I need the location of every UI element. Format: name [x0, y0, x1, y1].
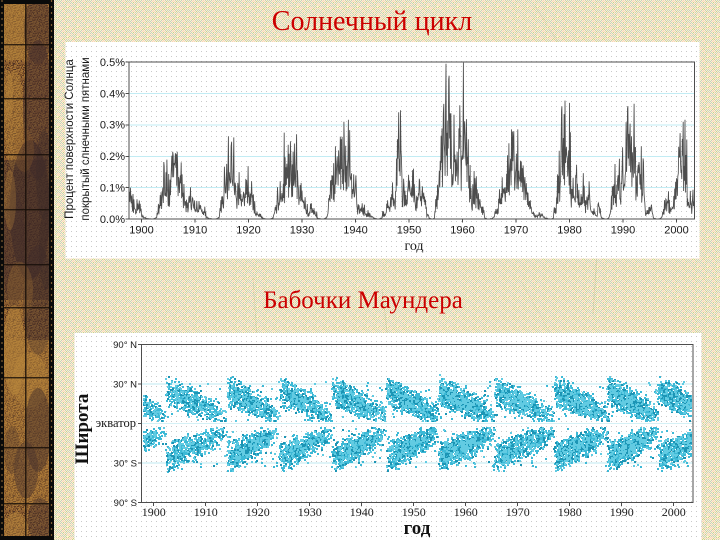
svg-text:1940: 1940: [350, 505, 374, 519]
svg-text:0.0%: 0.0%: [100, 214, 125, 226]
svg-text:0.3%: 0.3%: [100, 120, 125, 132]
svg-text:0.1%: 0.1%: [100, 182, 125, 194]
svg-text:1980: 1980: [558, 505, 582, 519]
svg-text:2000: 2000: [664, 225, 688, 237]
svg-text:1960: 1960: [450, 225, 474, 237]
svg-text:1990: 1990: [611, 225, 635, 237]
svg-text:покрытый слнечными пятнами: покрытый слнечными пятнами: [80, 57, 92, 220]
svg-text:1910: 1910: [183, 225, 207, 237]
svg-text:90° N: 90° N: [113, 340, 137, 351]
svg-text:0.5%: 0.5%: [100, 57, 125, 69]
svg-text:год: год: [404, 239, 423, 254]
svg-text:Бабочки Маундера: Бабочки Маундера: [263, 287, 463, 314]
svg-text:1970: 1970: [504, 225, 528, 237]
svg-text:1930: 1930: [290, 225, 314, 237]
svg-text:1930: 1930: [298, 505, 322, 519]
svg-text:1900: 1900: [142, 505, 166, 519]
svg-text:1950: 1950: [397, 225, 421, 237]
svg-text:2000: 2000: [662, 505, 686, 519]
svg-text:Процент поверхности Солнца: Процент поверхности Солнца: [64, 59, 76, 219]
svg-text:1980: 1980: [557, 225, 581, 237]
svg-text:0.2%: 0.2%: [100, 151, 125, 163]
svg-text:1970: 1970: [506, 505, 530, 519]
svg-text:30° N: 30° N: [113, 379, 137, 390]
svg-text:1900: 1900: [129, 225, 153, 237]
svg-text:1920: 1920: [246, 505, 270, 519]
svg-text:1940: 1940: [343, 225, 367, 237]
svg-text:1910: 1910: [194, 505, 218, 519]
svg-text:1950: 1950: [402, 505, 426, 519]
svg-text:90° S: 90° S: [114, 498, 137, 509]
svg-text:экватор: экватор: [96, 416, 136, 430]
svg-text:год: год: [404, 518, 431, 539]
svg-text:30° S: 30° S: [114, 458, 137, 469]
svg-text:1920: 1920: [236, 225, 260, 237]
svg-text:Солнечный цикл: Солнечный цикл: [272, 6, 472, 37]
svg-text:Широта: Широта: [72, 393, 93, 464]
svg-text:1990: 1990: [610, 505, 634, 519]
svg-text:1960: 1960: [454, 505, 478, 519]
svg-text:0.4%: 0.4%: [100, 88, 125, 100]
